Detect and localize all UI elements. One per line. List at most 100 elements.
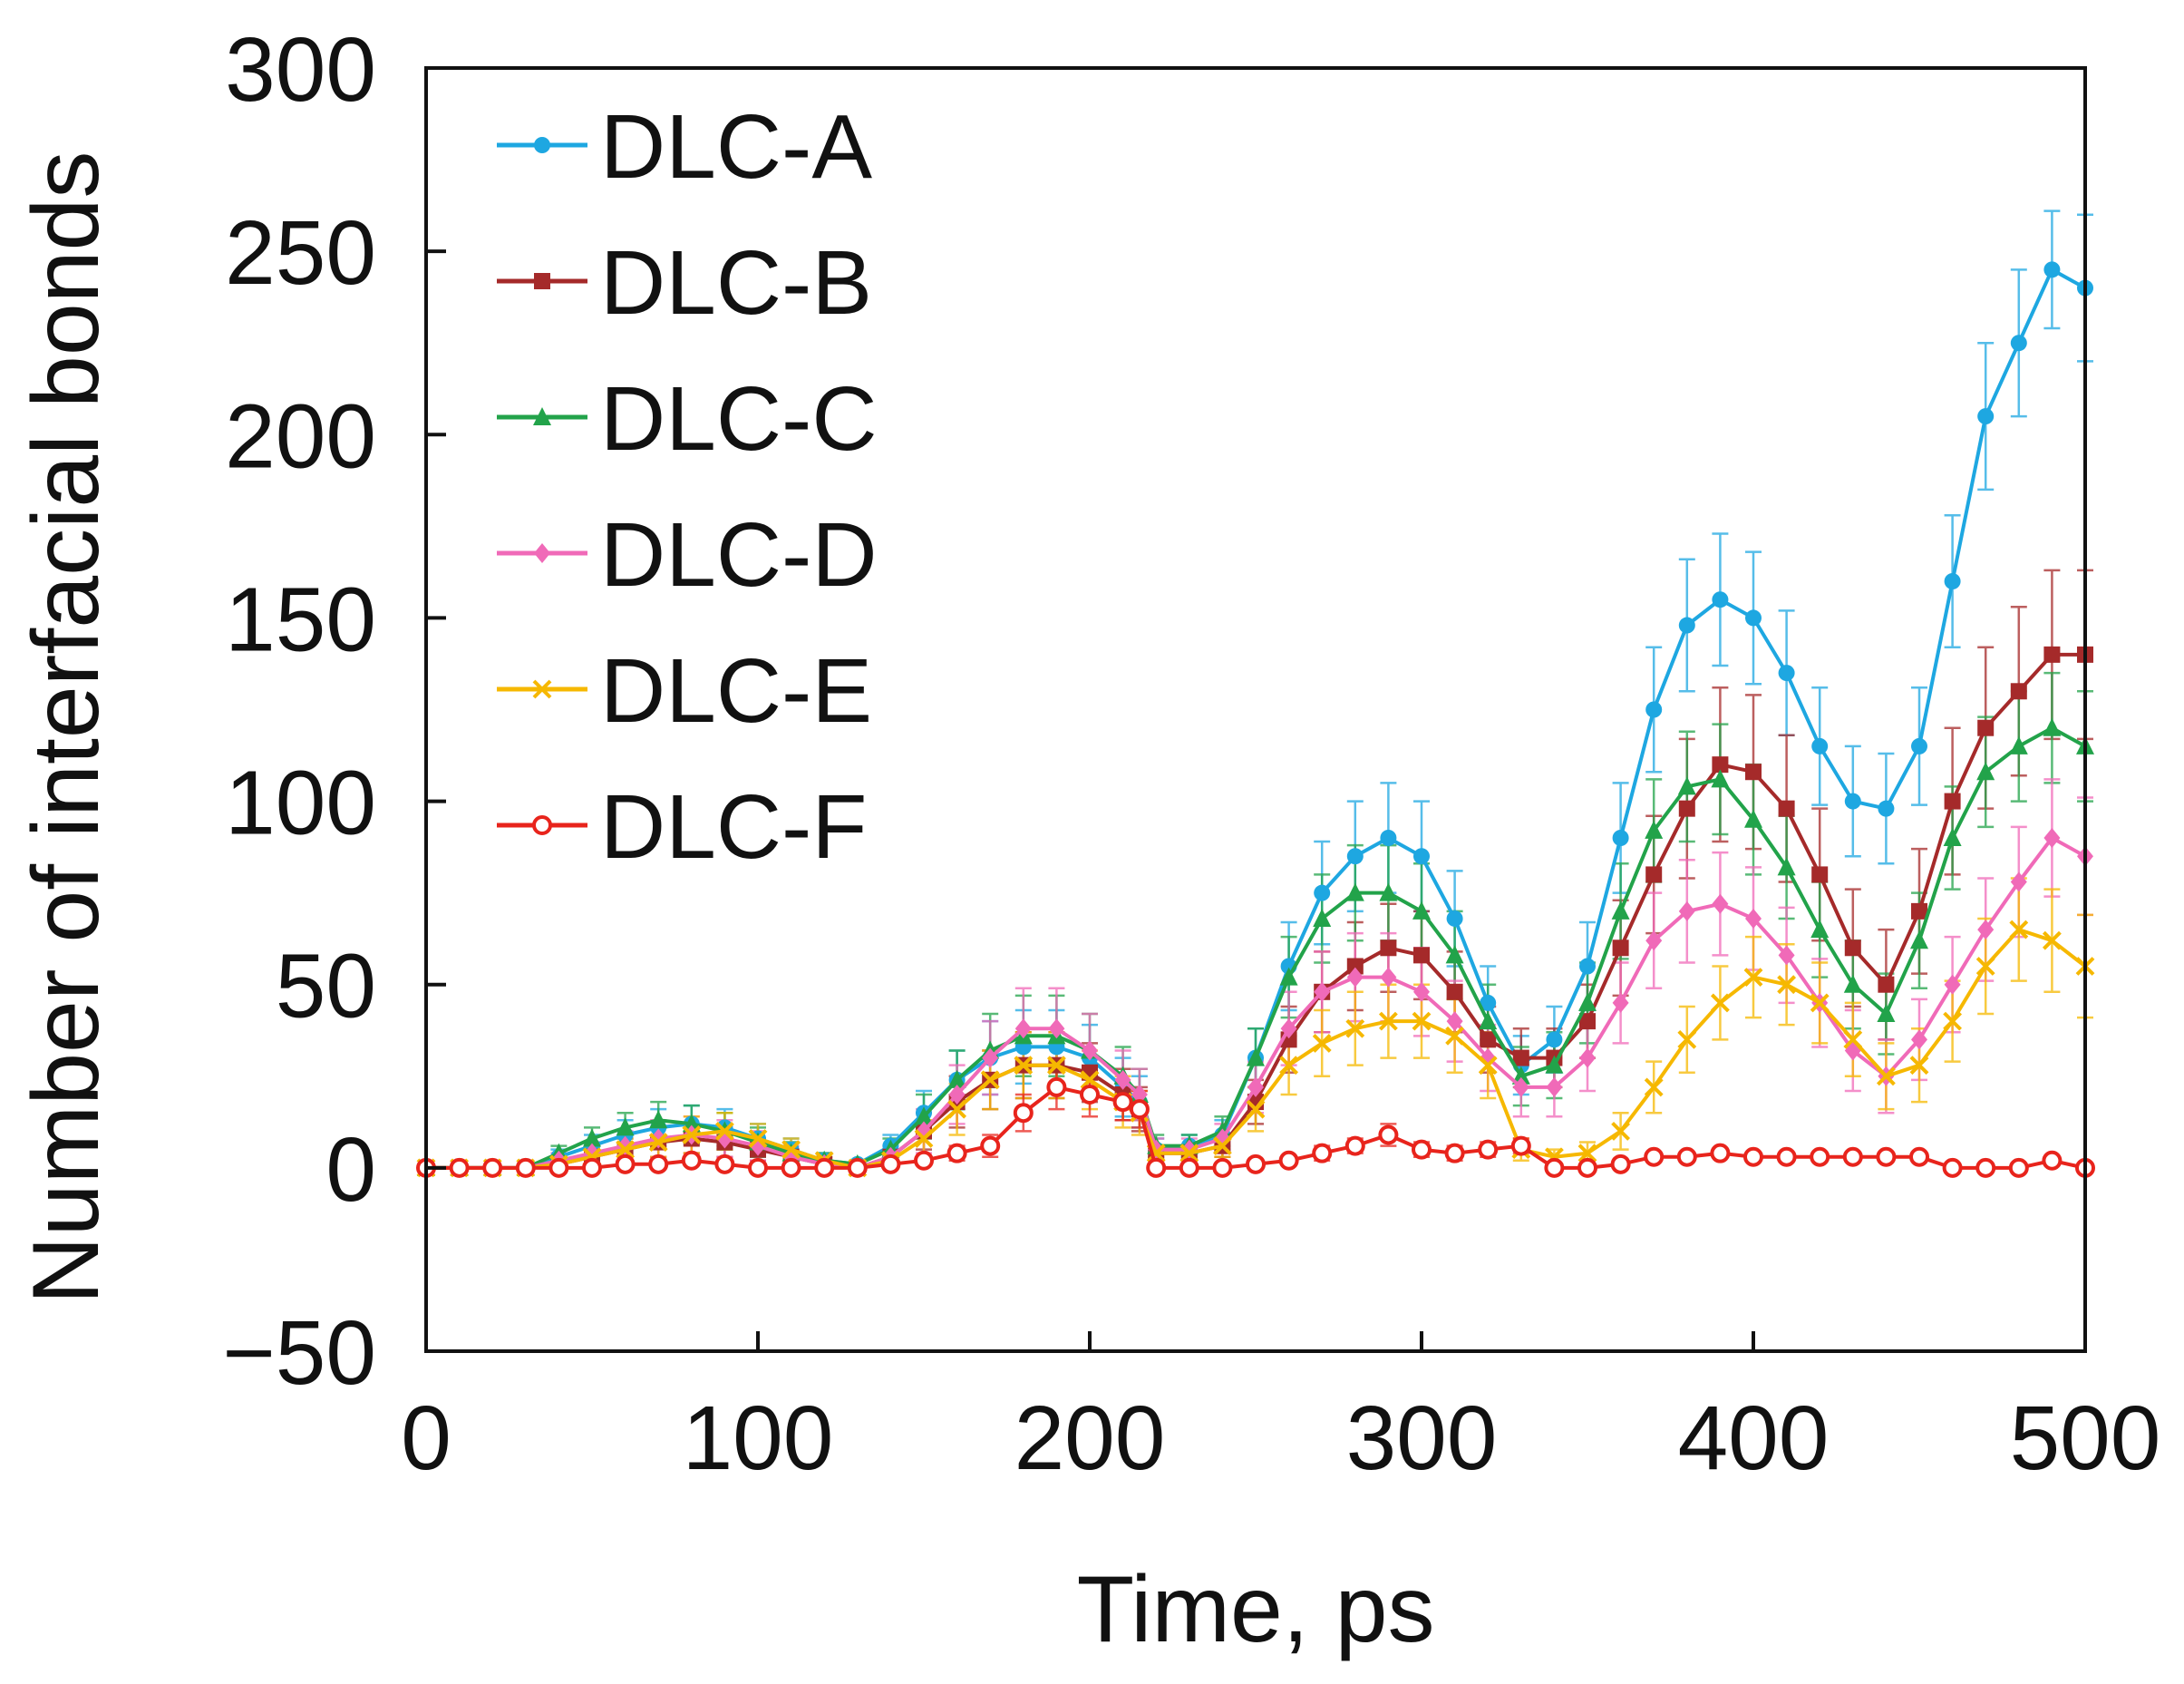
legend: DLC-A DLC-B DLC-C DLC-D DLC-E DLC-F <box>497 96 878 878</box>
dlc-f-point <box>1412 1139 1432 1160</box>
dlc-b-point <box>1612 939 1629 957</box>
x-axis-title: Time, ps <box>1077 1557 1435 1662</box>
dlc-c-point <box>1545 1055 1564 1074</box>
dlc-b-point <box>1480 1031 1497 1048</box>
dlc-e-point <box>714 1122 734 1141</box>
dlc-b-line <box>426 652 2085 1170</box>
dlc-c-point <box>1412 900 1431 920</box>
dlc-d-point <box>2010 871 2027 892</box>
dlc-a-point <box>1579 958 1596 975</box>
dlc-f-point <box>946 1143 967 1163</box>
dlc-f-point <box>615 1153 636 1174</box>
dlc-e-point <box>1212 1136 1232 1156</box>
dlc-f-point <box>1278 1150 1299 1171</box>
dlc-c-point <box>915 1106 933 1125</box>
dlc-a-point <box>1612 830 1629 846</box>
dlc-f-point <box>515 1157 536 1178</box>
legend-swatch-marker <box>533 407 551 425</box>
legend-item-dlc-c: DLC-C <box>497 368 878 470</box>
dlc-f-point <box>1510 1135 1531 1156</box>
dlc-f-series <box>416 1076 2095 1178</box>
dlc-b-point <box>1977 719 1995 736</box>
dlc-c-point <box>616 1117 635 1136</box>
dlc-c-point <box>2043 717 2062 736</box>
dlc-e-point <box>1644 1077 1664 1097</box>
legend-label: DLC-F <box>600 776 867 878</box>
dlc-c-point <box>1976 762 1995 781</box>
dlc-c-point <box>1877 1004 1896 1023</box>
dlc-f-point <box>1344 1135 1365 1156</box>
y-tick-label: 250 <box>225 202 376 304</box>
dlc-a-point <box>1546 1031 1563 1048</box>
dlc-c-point <box>682 1114 701 1133</box>
dlc-e-point <box>1577 1144 1597 1163</box>
dlc-e-point <box>1412 1011 1432 1031</box>
dlc-a-point <box>1844 793 1861 810</box>
x-tick-label: 500 <box>2010 1387 2161 1489</box>
dlc-d-point <box>2043 828 2061 848</box>
dlc-c-point <box>1810 920 1830 939</box>
dlc-e-point <box>1743 968 1763 988</box>
dlc-e-point <box>2042 930 2062 950</box>
dlc-c-point <box>1677 776 1696 795</box>
dlc-b-point <box>1413 947 1430 964</box>
y-tick-label: 150 <box>225 569 376 670</box>
dlc-f-point <box>1743 1146 1763 1167</box>
dlc-e-point <box>748 1129 768 1148</box>
legend-item-dlc-d: DLC-D <box>497 504 878 606</box>
dlc-e-point <box>1312 1033 1332 1053</box>
dlc-d-point <box>1512 1076 1529 1097</box>
dlc-f-point <box>1544 1157 1565 1178</box>
x-tick-label: 400 <box>1678 1387 1830 1489</box>
dlc-c-point <box>1910 930 1928 949</box>
dlc-d-line <box>426 836 2086 1170</box>
dlc-c-point <box>1479 1011 1498 1030</box>
dlc-d-point <box>1247 1076 1264 1097</box>
dlc-f-point <box>748 1157 768 1178</box>
dlc-f-point <box>1013 1103 1034 1124</box>
dlc-a-point <box>1911 737 1927 754</box>
dlc-f-point <box>847 1157 868 1178</box>
dlc-d-point <box>1944 974 1961 995</box>
dlc-f-point <box>2008 1157 2029 1178</box>
legend-swatch-marker <box>534 137 550 153</box>
legend-label: DLC-D <box>600 504 878 606</box>
dlc-d-point <box>1346 967 1364 988</box>
dlc-d-point <box>1911 1029 1927 1050</box>
dlc-c-point <box>1313 908 1332 927</box>
dlc-f-point <box>1080 1085 1100 1105</box>
dlc-e-point <box>1014 1056 1034 1076</box>
y-tick-label: 0 <box>325 1119 376 1221</box>
dlc-f-line <box>426 1085 2086 1170</box>
dlc-e-point <box>1975 957 1995 976</box>
dlc-a-point <box>1745 609 1762 627</box>
dlc-f-point <box>1378 1124 1399 1145</box>
dlc-b-point <box>1878 976 1895 993</box>
dlc-b-point <box>1380 939 1397 957</box>
dlc-b-point <box>1778 800 1795 817</box>
dlc-d-point <box>1413 981 1430 1002</box>
dlc-c-point <box>2009 735 2028 754</box>
dlc-b-point <box>1579 1013 1596 1030</box>
legend-item-dlc-f: DLC-F <box>497 776 867 878</box>
dlc-c-point <box>1711 769 1730 788</box>
dlc-f-point <box>482 1157 503 1178</box>
dlc-d-point <box>1778 945 1795 966</box>
dlc-f-point <box>1610 1153 1631 1174</box>
dlc-c-point <box>1744 809 1762 828</box>
dlc-c-point <box>1379 882 1398 901</box>
dlc-c-point <box>1777 857 1796 876</box>
dlc-f-point <box>1046 1076 1067 1097</box>
legend-swatch-marker <box>534 543 550 563</box>
dlc-d-point <box>1678 900 1695 921</box>
dlc-d-point <box>1645 930 1663 951</box>
dlc-e-point <box>1345 1018 1365 1038</box>
dlc-e-point <box>1478 1056 1498 1076</box>
dlc-c-line <box>426 725 2086 1170</box>
dlc-f-point <box>814 1157 835 1178</box>
dlc-f-point <box>1676 1146 1697 1167</box>
dlc-b-point <box>1712 756 1729 774</box>
dlc-c-point <box>1611 900 1630 920</box>
dlc-d-point <box>1131 1085 1148 1105</box>
dlc-e-point <box>1246 1099 1266 1119</box>
